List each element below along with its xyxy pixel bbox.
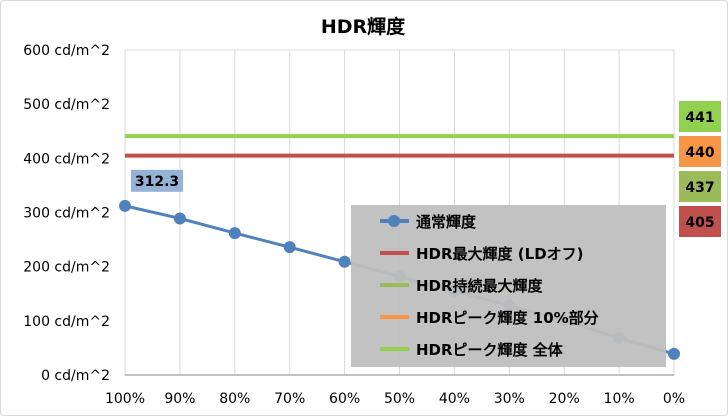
value-badge — [679, 206, 721, 237]
data-label: 312.3 — [135, 174, 179, 190]
x-tick-label: 50% — [384, 391, 415, 407]
legend-label: HDRピーク輝度 全体 — [416, 341, 564, 359]
value-badge — [679, 101, 721, 132]
x-tick-label: 90% — [164, 391, 195, 407]
legend-marker — [388, 215, 400, 227]
reference-lines — [125, 134, 674, 158]
x-tick-label: 0% — [663, 391, 685, 407]
data-point — [119, 199, 131, 212]
x-tick-label: 30% — [494, 391, 525, 407]
legend-label: 通常輝度 — [416, 213, 477, 231]
x-axis-ticks: 100% 90% 80% 70% 60% 50% 40% 30% 20% 10% 0% — [105, 391, 685, 407]
x-tick-label: 60% — [329, 391, 360, 407]
legend-label: HDR持続最大輝度 — [416, 277, 544, 295]
value-badge — [679, 171, 721, 202]
y-tick-label: 400 cd/m^2 — [23, 151, 110, 167]
data-point — [283, 241, 296, 254]
y-axis-ticks: 0 cd/m^2 100 cd/m^2 200 cd/m^2 300 cd/m^2 40… — [23, 43, 110, 384]
value-badge-label: 437 — [685, 180, 714, 196]
value-badge-label: 405 — [685, 215, 714, 231]
value-badge-label: 441 — [685, 110, 714, 126]
x-tick-label: 80% — [219, 391, 250, 407]
legend: 通常輝度 HDR最大輝度 (LDオフ) HDR持続最大輝度 HDRピーク輝度 10%部… — [351, 205, 666, 367]
data-point — [338, 255, 351, 268]
value-badge-label: 440 — [685, 145, 714, 161]
x-tick-label: 40% — [439, 391, 470, 407]
chart-title: HDR輝度 — [321, 15, 406, 38]
y-tick-label: 0 cd/m^2 — [41, 368, 110, 384]
data-point — [173, 212, 186, 225]
y-tick-label: 200 cd/m^2 — [23, 260, 110, 276]
legend-label: HDRピーク輝度 10%部分 — [416, 309, 599, 327]
data-point — [668, 347, 680, 360]
value-badge — [679, 136, 721, 167]
data-point — [228, 227, 241, 240]
x-tick-label: 20% — [549, 391, 580, 407]
y-tick-label: 300 cd/m^2 — [23, 206, 110, 222]
data-label-box — [131, 169, 183, 192]
y-tick-label: 600 cd/m^2 — [23, 43, 110, 59]
value-badges: 441 440 437 405 — [679, 101, 721, 237]
legend-label: HDR最大輝度 (LDオフ) — [416, 245, 584, 263]
x-tick-label: 70% — [274, 391, 305, 407]
x-tick-label: 10% — [604, 391, 635, 407]
y-tick-label: 100 cd/m^2 — [23, 314, 110, 330]
x-tick-label: 100% — [105, 391, 145, 407]
y-tick-label: 500 cd/m^2 — [23, 97, 110, 113]
